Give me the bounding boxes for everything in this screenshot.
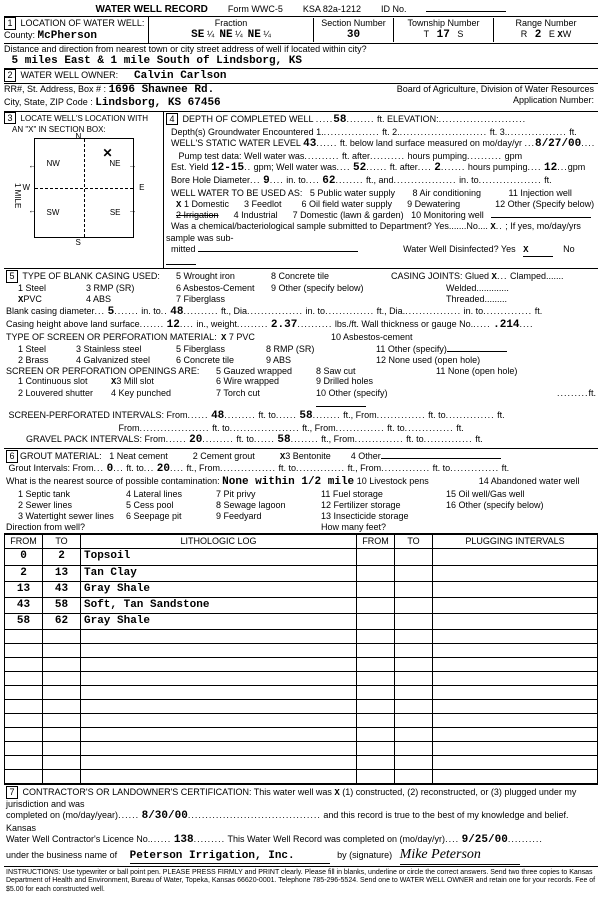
idno-value[interactable] (426, 11, 506, 12)
form-no: Form WWC-5 (228, 4, 283, 15)
static-date: 8/27/00 (535, 138, 581, 150)
cityzip-lbl: City, State, ZIP Code : (4, 97, 93, 107)
sec3-num: 3 (4, 112, 16, 125)
table-row (5, 644, 598, 658)
sec2-heading: WATER WELL OWNER: (21, 70, 119, 80)
sec3-heading: LOCATE WELL'S LOCATION WITH (21, 114, 148, 123)
contam-val: None within 1/2 mile (222, 476, 354, 488)
well-x-mark: ✕ (103, 147, 113, 161)
gpi-to: 58 (277, 434, 290, 446)
table-row (5, 700, 598, 714)
cha-wt: 2.37 (271, 319, 297, 331)
table-row (5, 686, 598, 700)
disinfect-x: X (523, 245, 553, 257)
frac3: NE (248, 29, 261, 41)
sec5-heading: TYPE OF BLANK CASING USED: (22, 271, 160, 281)
fraction-lbl: Fraction (149, 18, 313, 29)
business-name: Peterson Irrigation, Inc. (130, 850, 330, 864)
frac2: NE (219, 29, 232, 41)
addr-val: 1696 Shawnee Rd. (109, 84, 215, 96)
table-row: 1343Gray Shale (5, 581, 598, 597)
col-from: FROM (5, 535, 43, 549)
sec1-heading: LOCATION OF WATER WELL: (21, 18, 145, 28)
static-level: 43 (303, 138, 316, 150)
township-val: 17 (437, 29, 450, 41)
range-lbl: Range Number (494, 18, 598, 29)
lic-no: 138 (174, 834, 194, 846)
rec-date: 9/25/00 (462, 834, 508, 846)
table-row (5, 742, 598, 756)
table-row (5, 728, 598, 742)
spi-to: 58 (299, 410, 312, 422)
est-ft: 52 (353, 162, 366, 174)
owner-val: Calvin Carlson (134, 70, 226, 82)
county-lbl: County: (4, 30, 35, 40)
est-gpm-val: 12 (544, 162, 557, 174)
col-to2: TO (395, 535, 433, 549)
bore-dia: 9 (263, 175, 270, 187)
sec7-num: 7 (6, 786, 18, 799)
section-box[interactable]: NW NE SW SE ✕ ← → ← → (34, 138, 134, 238)
distance-val: 5 miles East & 1 mile South of Lindsborg… (12, 55, 302, 67)
table-row (5, 756, 598, 770)
frac1: SE (191, 29, 204, 41)
sec1-num: 1 (4, 17, 16, 30)
sec6-heading: GROUT MATERIAL: (20, 451, 102, 462)
sec5-num: 5 (6, 270, 18, 283)
domestic-x: X (176, 200, 181, 210)
form-title: WATER WELL RECORD (96, 4, 208, 16)
sec3-sub: AN "X" IN SECTION BOX: (4, 125, 106, 134)
distance-lbl: Distance and direction from nearest town… (4, 44, 367, 54)
board: Board of Agriculture, Division of Water … (397, 84, 594, 94)
table-row (5, 658, 598, 672)
col-from2: FROM (357, 535, 395, 549)
idno-lbl: ID No. (381, 4, 407, 15)
bcd-to: 48 (170, 306, 183, 318)
section-lbl: Section Number (314, 18, 393, 29)
table-row (5, 770, 598, 784)
table-row (5, 714, 598, 728)
gi-to: 20 (157, 463, 170, 475)
section-val: 30 (314, 29, 393, 42)
est-yield: 12-15 (211, 162, 244, 174)
range-val: 2 (535, 29, 542, 41)
sec2-num: 2 (4, 69, 16, 82)
gpi-from: 20 (189, 434, 202, 446)
pvc7-x: X (221, 333, 226, 343)
est-hrs: 2 (434, 162, 441, 174)
table-row: 5862Gray Shale (5, 614, 598, 630)
cha-val: 12 (167, 319, 180, 331)
table-row: 4358Soft, Tan Sandstone (5, 597, 598, 613)
lithologic-log: FROM TO LITHOLOGIC LOG FROM TO PLUGGING … (4, 534, 598, 784)
bore-to: 62 (322, 175, 335, 187)
table-row: 02Topsoil (5, 549, 598, 565)
cityzip-val: Lindsborg, KS 67456 (95, 97, 220, 109)
col-plug: PLUGGING INTERVALS (433, 535, 598, 549)
table-row: 213Tan Clay (5, 565, 598, 581)
ksa: KSA 82a-1212 (303, 4, 361, 15)
constructed-x: X (334, 788, 339, 798)
footer-instructions: INSTRUCTIONS: Use typewriter or ball poi… (4, 867, 598, 896)
cha-gauge: .214 (493, 319, 519, 331)
county-val: McPherson (38, 30, 97, 42)
sec4-num: 4 (166, 113, 178, 126)
col-lith: LITHOLOGIC LOG (81, 535, 357, 549)
depth-completed: 58 (333, 114, 346, 126)
spi-from: 48 (211, 410, 224, 422)
table-row (5, 672, 598, 686)
township-lbl: Township Number (394, 18, 493, 29)
sec6-num: 6 (6, 450, 18, 463)
completed-date: 8/30/00 (142, 810, 188, 822)
appno: Application Number: (513, 95, 594, 105)
sec4-heading: DEPTH OF COMPLETED WELL (183, 114, 314, 124)
table-row (5, 630, 598, 644)
addr-lbl: RR#, St. Address, Box # : (4, 84, 106, 94)
col-to: TO (43, 535, 81, 549)
signature: Mike Peterson (400, 847, 520, 865)
